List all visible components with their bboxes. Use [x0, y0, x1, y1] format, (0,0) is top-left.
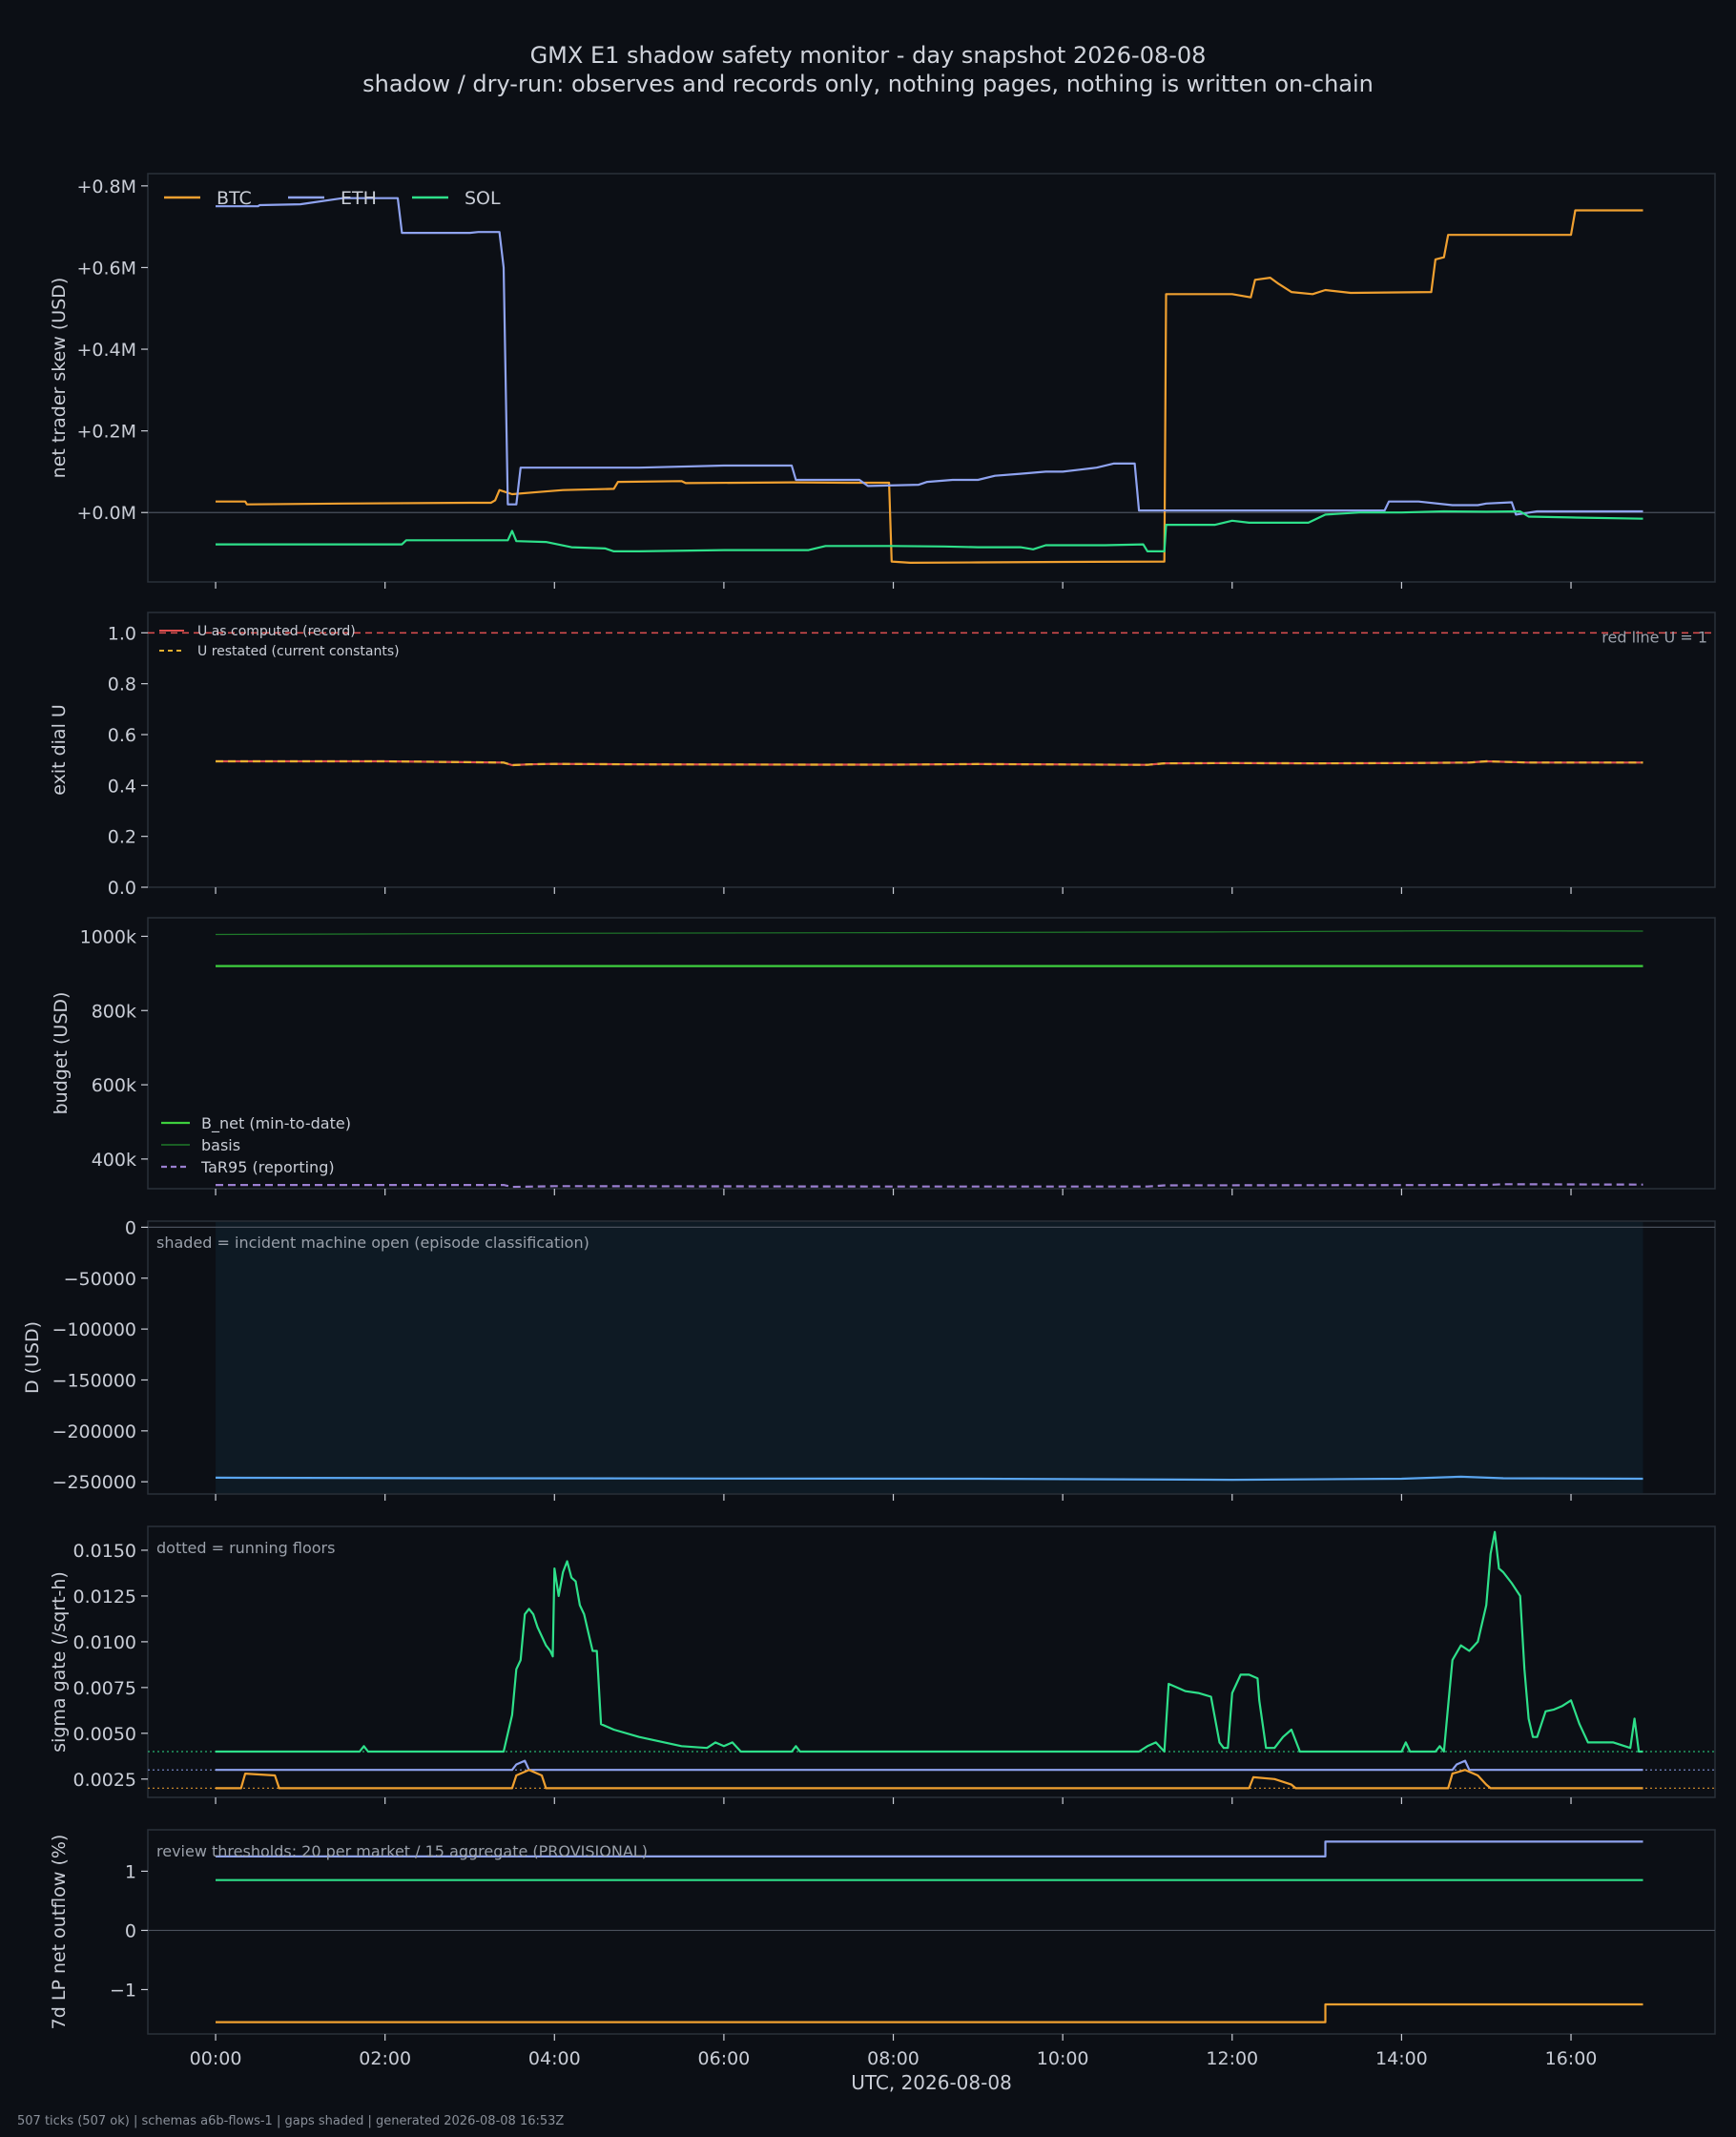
y-tick-label: +0.4M [76, 340, 136, 361]
y-tick-label: −1 [110, 1980, 136, 2001]
series-line-btc [216, 2002, 1643, 2023]
series-line-basis [215, 930, 1643, 936]
panel-frame [147, 612, 1716, 888]
chart-subtitle: shadow / dry-run: observes and records o… [362, 71, 1374, 97]
y-tick-label: 0.8 [108, 674, 136, 695]
x-axis-label: UTC, 2026-08-08 [851, 2071, 1012, 2094]
y-axis-label: budget (USD) [51, 992, 72, 1115]
panel-frame [147, 917, 1716, 1190]
x-tick-label: 16:00 [1545, 2048, 1598, 2069]
panel-3: 400k 600k 800k 1000k budget (USD) B_net (min-… [51, 917, 1716, 1195]
legend-label: B_net (min-to-date) [201, 1114, 351, 1133]
y-tick-label: +0.6M [76, 258, 136, 279]
legend-label: basis [201, 1136, 240, 1154]
series-line-eth [216, 197, 1643, 516]
x-tick-label: 10:00 [1037, 2048, 1089, 2069]
x-tick-label: 02:00 [359, 2048, 411, 2069]
y-axis-label: exit dial U [49, 704, 70, 796]
series-line-u-restated-current-constants- [216, 759, 1643, 767]
x-tick-label: 04:00 [528, 2048, 581, 2069]
y-tick-label: 0.0050 [73, 1724, 136, 1745]
legend-label: BTC [217, 188, 252, 209]
panel-frame [147, 1829, 1716, 2035]
y-axis-label: D (USD) [22, 1321, 43, 1394]
footer-status: 507 ticks (507 ok) | schemas a6b-flows-1… [17, 2114, 565, 2128]
legend-label: TaR95 (reporting) [200, 1158, 335, 1176]
panel-note: dotted = running floors [156, 1539, 335, 1557]
y-tick-label: 800k [92, 1001, 136, 1022]
legend-label: U as computed (record) [197, 624, 356, 639]
legend-label: SOL [465, 188, 501, 209]
y-tick-label: +0.8M [76, 176, 136, 197]
y-tick-label: 0 [125, 1217, 136, 1238]
y-tick-label: 0.0100 [73, 1632, 136, 1653]
y-tick-label: 0.0 [108, 878, 136, 899]
y-tick-label: 1000k [80, 926, 136, 947]
incident-shade [216, 1222, 1643, 1493]
panel-frame [147, 1525, 1716, 1798]
panel-4: −250000 −200000 −150000 −100000 −50000 0 D (US… [22, 1217, 1716, 1501]
series-line-btc [216, 1769, 1643, 1790]
series-line-eth [216, 1759, 1643, 1772]
y-tick-label: +0.2M [76, 422, 136, 443]
x-tick-label: 08:00 [867, 2048, 920, 2069]
series-line-d [215, 1475, 1643, 1482]
y-axis-label: net trader skew (USD) [49, 278, 70, 479]
y-tick-label: 0.0150 [73, 1541, 136, 1562]
series-line-tar95-reporting- [216, 1183, 1643, 1189]
series-line-sol [216, 1530, 1643, 1753]
y-tick-label: −250000 [52, 1472, 136, 1493]
y-tick-label: 0.2 [108, 827, 136, 848]
y-tick-label: −50000 [64, 1269, 136, 1290]
y-tick-label: +0.0M [76, 503, 136, 524]
x-tick-label: 00:00 [190, 2048, 242, 2069]
panel-note: review thresholds: 20 per market / 15 ag… [156, 1842, 648, 1860]
series-line-sol [216, 509, 1643, 552]
series-line-eth [216, 1840, 1643, 1857]
y-axis-label: sigma gate (/sqrt-h) [49, 1571, 70, 1753]
y-tick-label: −100000 [52, 1319, 136, 1340]
panel-5: 0.0025 0.0050 0.0075 0.0100 0.0125 0.0150sigm… [49, 1525, 1716, 1804]
y-tick-label: 0.6 [108, 725, 136, 746]
y-tick-label: 0.0125 [73, 1587, 136, 1608]
y-tick-label: 1.0 [108, 623, 136, 644]
y-tick-label: 0.0025 [73, 1770, 136, 1791]
chart-title: GMX E1 shadow safety monitor - day snaps… [529, 42, 1207, 69]
panel-6: −1 0 1 00:00 02:00 04:00 06:00 08:00 10:00 12:00 1… [49, 1829, 1716, 2094]
y-axis-label: 7d LP net outflow (%) [49, 1835, 70, 2030]
panel-note: shaded = incident machine open (episode … [156, 1234, 589, 1252]
x-tick-label: 06:00 [698, 2048, 751, 2069]
y-tick-label: 1 [125, 1861, 136, 1882]
y-tick-label: −150000 [52, 1370, 136, 1391]
legend-label: ETH [341, 188, 377, 209]
y-tick-label: 0.4 [108, 776, 136, 797]
red-line-label: red line U = 1 [1602, 628, 1707, 646]
series-line-btc [216, 209, 1643, 564]
y-tick-label: −200000 [52, 1421, 136, 1442]
legend-label: U restated (current constants) [197, 644, 400, 659]
y-tick-label: 600k [92, 1075, 136, 1096]
x-tick-label: 12:00 [1206, 2048, 1258, 2069]
y-tick-label: 0.0075 [73, 1678, 136, 1699]
panel-2: 0.0 0.2 0.4 0.6 0.8 1.0 exit dial U red line U … [49, 612, 1716, 899]
panel-1: +0.0M +0.2M +0.4M +0.6M +0.8M net trader skew… [49, 173, 1716, 589]
panel-frame [147, 173, 1716, 583]
y-tick-label: 0 [125, 1920, 136, 1941]
x-tick-label: 14:00 [1375, 2048, 1428, 2069]
y-tick-label: 400k [92, 1150, 136, 1171]
